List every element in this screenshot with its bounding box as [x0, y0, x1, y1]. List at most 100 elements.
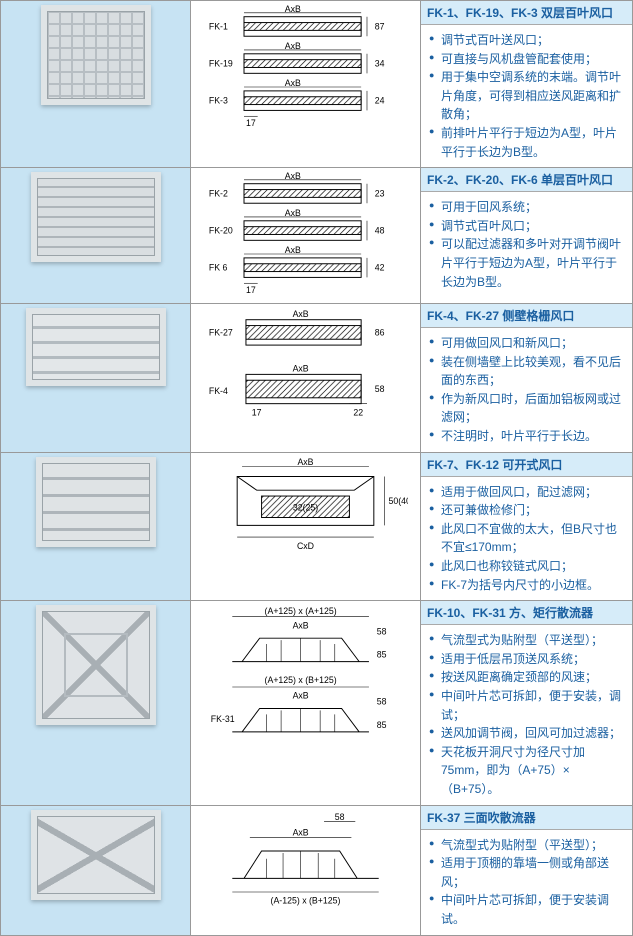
bullet-item: 中间叶片芯可拆卸，便于安装调试。	[429, 891, 626, 928]
svg-text:87: 87	[375, 21, 385, 31]
svg-text:FK-19: FK-19	[209, 58, 233, 68]
product-title: FK-4、FK-27 侧壁格栅风口	[421, 304, 632, 328]
bullet-item: 气流型式为贴附型（平送型）；	[429, 836, 626, 855]
svg-text:22: 22	[353, 407, 363, 417]
table-row: (A+125) x (A+125) AxB 58 85 (A+125) x (B…	[1, 601, 633, 805]
svg-text:(A-125) x (B+125): (A-125) x (B+125)	[271, 895, 341, 905]
svg-text:AxB: AxB	[285, 5, 301, 14]
bullet-item: 可以配过滤器和多叶对开调节阀叶片平行于短边为A型，叶片平行于长边为B型。	[429, 235, 626, 291]
svg-text:32(25): 32(25)	[293, 502, 318, 512]
diagram-cell: FK-27 AxB 86 FK-4 AxB 22 17 58	[191, 304, 421, 453]
svg-text:58: 58	[377, 627, 387, 637]
bullet-list: 调节式百叶送风口；可直接与风机盘管配套使用；用于集中空调系统的末端。调节叶片角度…	[425, 31, 628, 163]
spec-table: FK-1 AxB 87FK-19 AxB 34FK-3	[0, 0, 633, 936]
bullet-item: 可用于回风系统；	[429, 198, 626, 217]
svg-text:58: 58	[335, 811, 345, 821]
bullet-list: 可用做回风口和新风口；装在侧墙壁上比较美观，看不见后面的东西；作为新风口时，后面…	[425, 334, 628, 448]
bullet-list: 适用于做回风口，配过滤网；还可兼做检修门；此风口不宜做的太大，但B尺寸也不宜≤1…	[425, 483, 628, 597]
description-cell: FK-7、FK-12 可开式风口适用于做回风口，配过滤网；还可兼做检修门；此风口…	[421, 452, 633, 601]
svg-text:48: 48	[375, 226, 385, 236]
product-title: FK-2、FK-20、FK-6 单层百叶风口	[421, 168, 632, 192]
bullet-item: 还可兼做检修门；	[429, 501, 626, 520]
bullet-item: 作为新风口时，后面加铝板网或过滤网；	[429, 390, 626, 427]
svg-text:FK-2: FK-2	[209, 189, 228, 199]
product-photo-cell	[1, 168, 191, 304]
vent-photo	[36, 457, 156, 547]
svg-text:AxB: AxB	[293, 364, 309, 374]
diagram-cell: (A+125) x (A+125) AxB 58 85 (A+125) x (B…	[191, 601, 421, 805]
bullet-list: 气流型式为贴附型（平送型）；适用于低层吊顶送风系统；按送风距离确定颈部的风速；中…	[425, 631, 628, 800]
svg-text:17: 17	[246, 285, 256, 295]
vent-photo	[31, 172, 161, 262]
svg-text:AxB: AxB	[293, 691, 309, 701]
svg-text:(A+125) x (B+125): (A+125) x (B+125)	[265, 675, 337, 685]
description-cell: FK-1、FK-19、FK-3 双层百叶风口调节式百叶送风口；可直接与风机盘管配…	[421, 1, 633, 168]
diagram-cell: FK-2 AxB 23 FK-20 AxB 48 FK 6	[191, 168, 421, 304]
bullet-item: FK-7为括号内尺寸的小边框。	[429, 576, 626, 595]
bullet-item: 送风加调节阀，回风可加过滤器；	[429, 724, 626, 743]
bullet-item: 用于集中空调系统的末端。调节叶片角度，可得到相应送风距离和扩散角；	[429, 68, 626, 124]
bullet-item: 气流型式为贴附型（平送型）；	[429, 631, 626, 650]
bullet-item: 适用于低层吊顶送风系统；	[429, 650, 626, 669]
table-row: AxB 32(25) CxD 50(40) FK-7、FK-12 可开式风口适用…	[1, 452, 633, 601]
svg-text:86: 86	[375, 327, 385, 337]
description-cell: FK-4、FK-27 侧壁格栅风口可用做回风口和新风口；装在侧墙壁上比较美观，看…	[421, 304, 633, 453]
svg-text:FK-27: FK-27	[209, 327, 233, 337]
vent-photo	[26, 308, 166, 386]
svg-text:FK-4: FK-4	[209, 386, 228, 396]
svg-text:AxB: AxB	[293, 309, 309, 319]
svg-text:AxB: AxB	[285, 172, 301, 181]
svg-text:AxB: AxB	[285, 208, 301, 218]
product-photo-cell	[1, 452, 191, 601]
bullet-item: 此风口不宜做的太大，但B尺寸也不宜≤170mm；	[429, 520, 626, 557]
bullet-item: 中间叶片芯可拆卸，便于安装，调试；	[429, 687, 626, 724]
product-title: FK-37 三面吹散流器	[421, 806, 632, 830]
description-cell: FK-10、FK-31 方、矩行散流器气流型式为贴附型（平送型）；适用于低层吊顶…	[421, 601, 633, 805]
bullet-item: 调节式百叶送风口；	[429, 31, 626, 50]
svg-text:AxB: AxB	[293, 827, 309, 837]
table-row: 58 AxB (A-125) x (B+125) FK-37 三面吹散流器气流型…	[1, 805, 633, 935]
bullet-item: 此风口也称铰链式风口；	[429, 557, 626, 576]
svg-text:FK 6: FK 6	[209, 263, 228, 273]
bullet-item: 装在侧墙壁上比较美观，看不见后面的东西；	[429, 353, 626, 390]
description-cell: FK-37 三面吹散流器气流型式为贴附型（平送型）；适用于顶棚的靠墙一侧或角部送…	[421, 805, 633, 935]
bullet-item: 适用于做回风口，配过滤网；	[429, 483, 626, 502]
svg-text:FK-3: FK-3	[209, 96, 228, 106]
svg-text:AxB: AxB	[293, 621, 309, 631]
svg-text:AxB: AxB	[297, 457, 313, 467]
product-photo-cell	[1, 805, 191, 935]
svg-text:50(40): 50(40)	[388, 496, 408, 506]
bullet-item: 适用于顶棚的靠墙一侧或角部送风；	[429, 854, 626, 891]
svg-text:AxB: AxB	[285, 78, 301, 88]
bullet-item: 可直接与风机盘管配套使用；	[429, 50, 626, 69]
table-row: FK-2 AxB 23 FK-20 AxB 48 FK 6	[1, 168, 633, 304]
vent-photo	[41, 5, 151, 105]
svg-text:34: 34	[375, 58, 385, 68]
diagram-cell: AxB 32(25) CxD 50(40)	[191, 452, 421, 601]
diagram-cell: FK-1 AxB 87FK-19 AxB 34FK-3	[191, 1, 421, 168]
svg-text:23: 23	[375, 189, 385, 199]
product-title: FK-1、FK-19、FK-3 双层百叶风口	[421, 1, 632, 25]
svg-text:CxD: CxD	[297, 540, 314, 550]
bullet-item: 天花板开洞尺寸为径尺寸加75mm，即为（A+75）×（B+75）。	[429, 743, 626, 799]
product-photo-cell	[1, 304, 191, 453]
vent-photo	[31, 810, 161, 900]
svg-text:(A+125) x (A+125): (A+125) x (A+125)	[265, 606, 337, 616]
bullet-item: 前排叶片平行于短边为A型，叶片平行于长边为B型。	[429, 124, 626, 161]
product-photo-cell	[1, 1, 191, 168]
product-title: FK-7、FK-12 可开式风口	[421, 453, 632, 477]
svg-text:17: 17	[246, 118, 256, 128]
svg-text:85: 85	[377, 720, 387, 730]
bullet-item: 不注明时，叶片平行于长边。	[429, 427, 626, 446]
svg-text:FK-31: FK-31	[211, 714, 235, 724]
svg-text:AxB: AxB	[285, 245, 301, 255]
svg-text:85: 85	[377, 650, 387, 660]
table-row: FK-27 AxB 86 FK-4 AxB 22 17 58 FK-4、FK-2…	[1, 304, 633, 453]
svg-text:FK-20: FK-20	[209, 226, 233, 236]
svg-text:17: 17	[252, 407, 262, 417]
product-photo-cell	[1, 601, 191, 805]
description-cell: FK-2、FK-20、FK-6 单层百叶风口可用于回风系统；调节式百叶风口；可以…	[421, 168, 633, 304]
bullet-item: 按送风距离确定颈部的风速；	[429, 668, 626, 687]
svg-text:42: 42	[375, 263, 385, 273]
diagram-cell: 58 AxB (A-125) x (B+125)	[191, 805, 421, 935]
